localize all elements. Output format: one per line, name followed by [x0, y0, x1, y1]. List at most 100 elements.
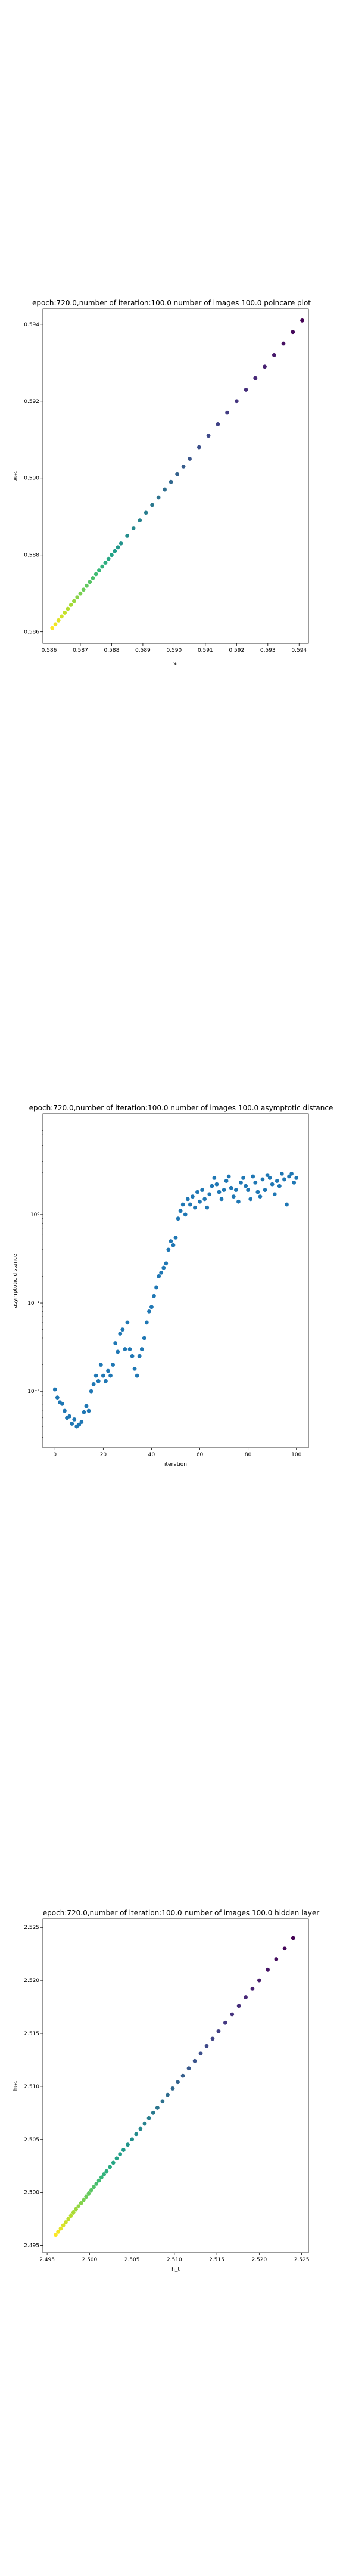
data-point — [149, 1305, 154, 1309]
data-point — [114, 2156, 119, 2161]
data-point — [258, 1194, 263, 1199]
data-point — [50, 626, 55, 630]
chart-asymptotic-distance: epoch:720.0,number of iteration:100.0 nu… — [13, 1104, 333, 1467]
chart-1-points — [50, 318, 304, 630]
data-point — [132, 1366, 137, 1371]
data-point — [139, 1347, 144, 1351]
data-point — [98, 1363, 103, 1367]
data-point — [113, 1341, 118, 1345]
x-tick-label: 2.520 — [251, 2257, 267, 2263]
data-point — [171, 1243, 176, 1247]
chart-poincare-plot: epoch:720.0,number of iteration:100.0 nu… — [13, 299, 311, 667]
data-point — [53, 622, 58, 627]
data-point — [180, 1202, 185, 1207]
data-point — [75, 595, 80, 600]
data-point — [292, 1180, 297, 1185]
data-point — [255, 1190, 260, 1194]
data-point — [89, 1389, 93, 1394]
data-point — [236, 1199, 241, 1204]
data-point — [108, 2165, 112, 2169]
data-point — [234, 399, 239, 404]
data-point — [96, 1379, 101, 1383]
data-point — [188, 1202, 192, 1207]
data-point — [294, 1176, 299, 1180]
data-point — [198, 1199, 202, 1204]
x-tick-label: 20 — [100, 1452, 107, 1458]
data-point — [246, 1188, 251, 1192]
data-point — [192, 2058, 197, 2063]
data-point — [102, 2172, 106, 2176]
data-point — [154, 1285, 158, 1290]
x-tick-label: 0.588 — [104, 648, 120, 654]
data-point — [76, 2204, 81, 2209]
data-point — [205, 1205, 210, 1210]
data-point — [217, 1190, 222, 1194]
data-point — [263, 1188, 267, 1192]
data-point — [55, 1395, 60, 1400]
chart-1-y-ticks: 0.586 0.588 0.590 0.592 0.594 — [24, 322, 43, 636]
data-point — [275, 1179, 279, 1183]
chart-3-x-ticks: 2.495 2.500 2.505 2.510 2.515 2.520 2.525 — [39, 2253, 309, 2263]
data-point — [190, 1194, 195, 1199]
data-point — [164, 1261, 169, 1266]
data-point — [152, 1293, 156, 1298]
data-point — [84, 2194, 89, 2199]
x-tick-label: 2.525 — [294, 2257, 310, 2263]
data-point — [274, 1957, 279, 1961]
data-point — [135, 1373, 139, 1378]
data-point — [282, 1946, 287, 1951]
chart-3-points — [53, 1936, 295, 2237]
data-point — [70, 1422, 74, 1426]
data-point — [144, 1320, 149, 1325]
data-point — [277, 1184, 282, 1188]
x-tick-label: 2.515 — [209, 2257, 224, 2263]
y-tick-label: 0.588 — [24, 553, 39, 559]
data-point — [111, 2160, 116, 2165]
data-point — [270, 1182, 275, 1187]
chart-hidden-layer: epoch:720.0,number of iteration:100.0 nu… — [13, 1909, 319, 2272]
x-tick-label: 2.500 — [82, 2257, 97, 2263]
data-point — [96, 2178, 101, 2183]
data-point — [150, 503, 155, 507]
data-point — [236, 2004, 241, 2008]
x-tick-label: 2.510 — [167, 2257, 182, 2263]
data-point — [210, 1184, 214, 1188]
data-point — [175, 472, 180, 476]
data-point — [118, 2152, 123, 2157]
data-point — [230, 2012, 235, 2017]
y-tick-label: 2.495 — [24, 2243, 39, 2249]
data-point — [197, 445, 201, 450]
data-point — [200, 1188, 204, 1192]
chart-2-plot-area — [42, 1113, 309, 1448]
data-point — [263, 364, 267, 369]
data-point — [58, 2226, 63, 2231]
data-point — [74, 2207, 78, 2212]
chart-1-plot-area — [42, 308, 309, 644]
y-tick-label: 0.586 — [24, 630, 39, 636]
chart-2-y-axis-label: asymptotic distance — [13, 1253, 18, 1308]
x-tick-label: 2.495 — [39, 2257, 55, 2263]
data-point — [116, 545, 120, 550]
data-point — [146, 2116, 151, 2120]
data-point — [81, 587, 86, 592]
data-point — [176, 1216, 180, 1221]
data-point — [56, 2230, 61, 2234]
data-point — [125, 534, 130, 538]
data-point — [170, 2086, 175, 2091]
x-tick-label: 40 — [148, 1452, 155, 1458]
data-point — [266, 1967, 270, 1972]
y-tick-label: 2.525 — [24, 1925, 39, 1931]
data-point — [180, 2073, 185, 2078]
data-point — [216, 422, 220, 426]
data-point — [231, 1194, 236, 1199]
data-point — [101, 1373, 105, 1378]
data-point — [267, 1176, 272, 1180]
x-tick-label: 0.590 — [166, 648, 182, 654]
chart-3-title: epoch:720.0,number of iteration:100.0 nu… — [43, 1909, 319, 1917]
chart-2-x-ticks: 0 20 40 60 80 100 — [53, 1448, 302, 1458]
data-point — [64, 2220, 68, 2224]
data-point — [195, 1190, 199, 1194]
data-point — [198, 2051, 203, 2056]
data-point — [88, 580, 92, 584]
chart-1-y-axis-label: xₜ₊₁ — [13, 470, 18, 481]
